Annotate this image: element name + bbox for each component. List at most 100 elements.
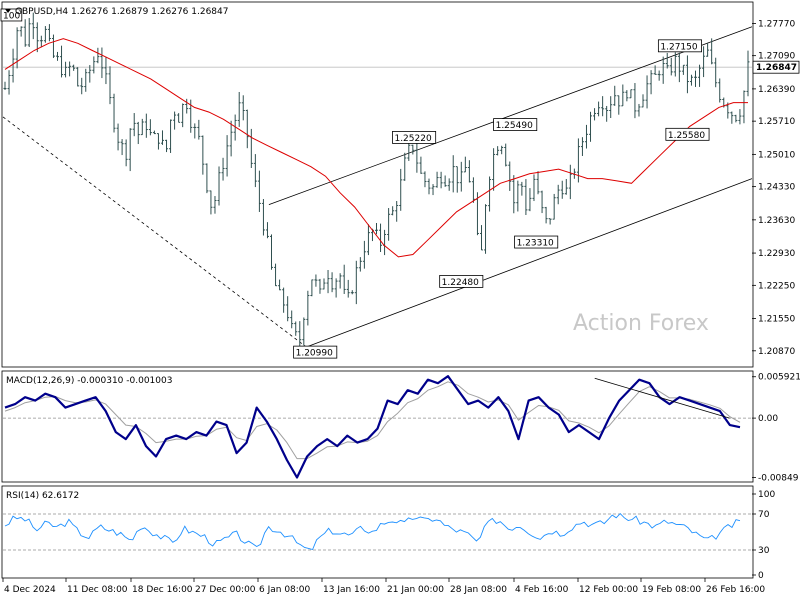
price-bar	[447, 178, 451, 191]
price-bar	[625, 90, 629, 102]
price-bar	[459, 161, 463, 192]
price-bar	[298, 321, 302, 347]
moving-average-line	[4, 38, 748, 258]
price-bar	[415, 138, 419, 173]
price-bar	[520, 181, 524, 196]
price-bar	[55, 51, 59, 61]
svg-text:100: 100	[3, 11, 20, 21]
price-bar	[714, 57, 718, 88]
price-y-tick-label: 1.27090	[758, 52, 795, 62]
svg-text:1.25220: 1.25220	[394, 134, 431, 144]
price-bar	[225, 135, 229, 177]
price-bar	[346, 279, 350, 298]
price-bar	[265, 222, 269, 239]
price-bar	[68, 61, 72, 77]
price-bar	[609, 96, 613, 119]
macd-line	[4, 375, 741, 479]
level-label: 1.25220	[392, 131, 437, 144]
price-bar	[544, 206, 548, 224]
price-bar	[217, 166, 221, 206]
price-bar	[451, 155, 455, 193]
price-bar	[92, 56, 96, 74]
time-axis-label: 4 Dec 2024	[4, 585, 56, 595]
price-bar	[326, 269, 330, 294]
price-bar	[181, 103, 185, 128]
price-bar	[455, 166, 459, 193]
price-bar	[427, 178, 431, 195]
price-bar	[560, 180, 564, 199]
price-bar	[423, 171, 427, 188]
price-bar	[342, 264, 346, 294]
time-axis-label: 6 Jan 08:00	[259, 585, 311, 595]
level-label: 100	[0, 8, 23, 21]
price-bar	[152, 130, 156, 135]
price-bar	[213, 196, 217, 214]
price-bar	[516, 180, 520, 212]
price-bar	[471, 177, 475, 203]
price-bar	[302, 317, 306, 346]
time-axis-label: 27 Dec 00:00	[195, 585, 256, 595]
macd-y-tick-label: -0.00849	[758, 473, 799, 483]
price-bar	[375, 222, 378, 235]
price-y-tick-label: 1.22930	[758, 249, 795, 259]
price-bar	[43, 26, 47, 43]
price-bar	[532, 174, 536, 202]
price-bar	[88, 65, 92, 83]
svg-text:1.26847: 1.26847	[756, 63, 797, 73]
price-bar	[257, 170, 261, 212]
price-bar	[338, 273, 342, 289]
price-bar	[540, 190, 544, 214]
svg-text:1.25490: 1.25490	[496, 121, 533, 131]
price-series-layer: 1.27150 1.25220 1.25490 1.25580 1.23310 1.224…	[0, 8, 753, 359]
price-y-tick-label: 1.22250	[758, 281, 795, 291]
level-label: 1.25580	[665, 127, 710, 141]
price-bar	[253, 154, 257, 188]
price-bar	[379, 223, 383, 253]
price-bar	[391, 206, 395, 216]
price-bar	[536, 171, 540, 195]
price-bar	[11, 48, 15, 83]
watermark: Action Forex	[573, 311, 709, 336]
price-bar	[334, 278, 338, 298]
price-bar	[144, 113, 148, 138]
symbol-dropdown-icon[interactable]	[5, 9, 11, 13]
price-bar	[593, 108, 597, 121]
svg-text:1.22480: 1.22480	[442, 278, 479, 288]
price-bar	[681, 64, 685, 75]
price-bar	[322, 278, 326, 290]
price-bar	[314, 274, 318, 287]
price-bar	[685, 55, 689, 94]
price-panel-title: GBPUSD,H4 1.26276 1.26879 1.26276 1.2684…	[15, 7, 228, 17]
price-bar	[629, 89, 633, 99]
price-bar	[132, 113, 136, 137]
price-bar	[205, 163, 209, 194]
time-axis-label: 11 Dec 08:00	[67, 585, 128, 595]
price-bar	[366, 224, 370, 256]
price-bar	[160, 130, 164, 145]
price-bar	[641, 94, 645, 108]
price-bar	[362, 240, 366, 269]
rsi-y-tick-label: 0	[758, 571, 764, 581]
price-bar	[568, 164, 572, 200]
price-bar	[148, 119, 152, 136]
price-bar	[27, 18, 31, 48]
price-bar	[23, 19, 27, 47]
price-bar	[108, 66, 112, 105]
price-bar	[484, 204, 488, 254]
price-bar	[290, 310, 294, 329]
macd-signal-line	[4, 381, 741, 460]
price-bar	[730, 111, 734, 124]
price-bar	[120, 139, 124, 156]
price-bar	[278, 279, 282, 291]
level-label: 1.22480	[439, 275, 484, 288]
price-bar	[467, 160, 471, 183]
price-bar	[601, 96, 605, 117]
level-label: 1.25490	[493, 118, 538, 131]
price-bar	[645, 75, 649, 109]
macd-panel-title: MACD(12,26,9) -0.000310 -0.001003	[6, 376, 172, 386]
macd-trendline	[594, 377, 730, 419]
last-price-badge: 1.26847	[752, 60, 800, 74]
price-bar	[706, 43, 710, 57]
price-bar	[245, 109, 249, 149]
price-bar	[237, 91, 241, 127]
